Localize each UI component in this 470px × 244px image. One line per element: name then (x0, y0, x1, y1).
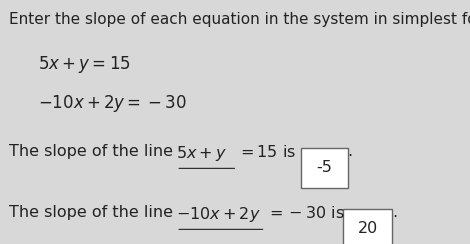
Text: .: . (392, 205, 397, 220)
Text: 20: 20 (358, 221, 378, 236)
Text: Enter the slope of each equation in the system in simplest form.: Enter the slope of each equation in the … (9, 12, 470, 27)
FancyBboxPatch shape (301, 148, 348, 188)
Text: $= -30$ is: $= -30$ is (266, 205, 344, 221)
Text: The slope of the line: The slope of the line (9, 144, 179, 159)
Text: $5x+y$: $5x+y$ (176, 144, 227, 163)
FancyBboxPatch shape (343, 209, 392, 244)
Text: -5: -5 (316, 160, 332, 175)
Text: The slope of the line: The slope of the line (9, 205, 179, 220)
Text: $-10x+2y=-30$: $-10x+2y=-30$ (38, 93, 186, 114)
Text: $5x+y=15$: $5x+y=15$ (38, 54, 130, 75)
Text: .: . (347, 144, 352, 159)
Text: $-10x+2y$: $-10x+2y$ (176, 205, 261, 224)
Text: $= 15$ is: $= 15$ is (237, 144, 297, 160)
